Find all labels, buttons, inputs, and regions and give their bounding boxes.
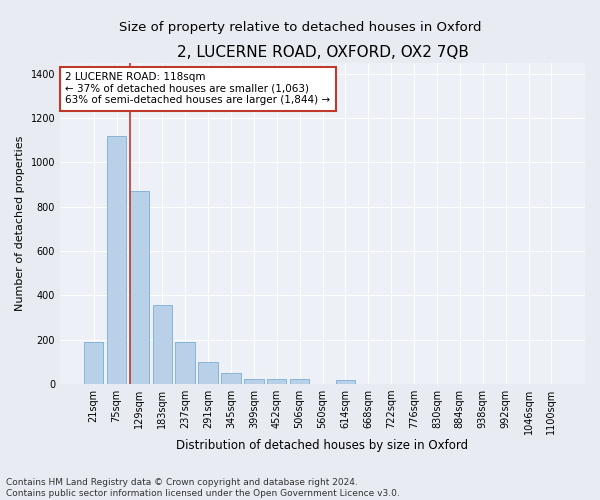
Text: Size of property relative to detached houses in Oxford: Size of property relative to detached ho… (119, 21, 481, 34)
Bar (152, 305, 172, 384)
Title: 2, LUCERNE ROAD, OXFORD, OX2 7QB: 2, LUCERNE ROAD, OXFORD, OX2 7QB (176, 45, 469, 60)
Text: 2 LUCERNE ROAD: 118sqm
← 37% of detached houses are smaller (1,063)
63% of semi-: 2 LUCERNE ROAD: 118sqm ← 37% of detached… (65, 72, 331, 106)
Bar (107, 136, 126, 384)
X-axis label: Distribution of detached houses by size in Oxford: Distribution of detached houses by size … (176, 440, 469, 452)
Bar (267, 380, 286, 384)
Bar (244, 379, 263, 384)
Bar (130, 191, 149, 384)
Bar (175, 342, 195, 384)
Y-axis label: Number of detached properties: Number of detached properties (15, 136, 25, 311)
Bar (221, 373, 241, 384)
Bar (290, 380, 310, 384)
Bar (335, 380, 355, 384)
Text: Contains HM Land Registry data © Crown copyright and database right 2024.
Contai: Contains HM Land Registry data © Crown c… (6, 478, 400, 498)
Bar (84, 342, 103, 384)
Bar (199, 362, 218, 384)
